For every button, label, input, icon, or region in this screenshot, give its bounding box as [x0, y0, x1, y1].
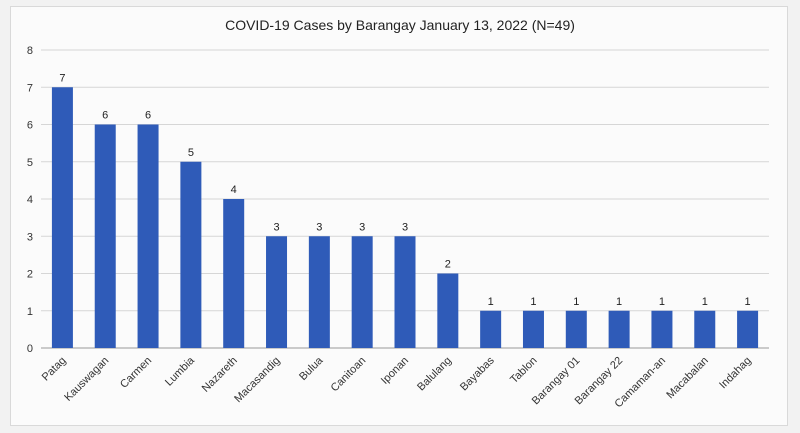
bar-iponan: [394, 236, 416, 348]
bar-carmen: [137, 124, 159, 348]
bar-layer: [51, 87, 759, 348]
data-label: 1: [702, 296, 708, 308]
chart-title: COVID-19 Cases by Barangay January 13, 2…: [225, 17, 575, 33]
y-tick-label: 1: [27, 306, 33, 318]
category-label: Macabalan: [664, 355, 711, 402]
bar-barangay-01: [565, 310, 587, 348]
data-label: 1: [573, 296, 579, 308]
category-label: Nazareth: [200, 355, 240, 395]
data-label: 3: [273, 221, 279, 233]
bar-bulua: [308, 236, 330, 348]
y-tick-label: 5: [27, 157, 33, 169]
bar-balulang: [437, 273, 459, 348]
category-label: Canitoan: [329, 355, 369, 395]
data-label: 1: [488, 296, 494, 308]
y-tick-label: 2: [27, 269, 33, 281]
data-label: 4: [231, 184, 237, 196]
y-tick-label: 0: [27, 343, 33, 355]
y-tick-label: 4: [27, 194, 33, 206]
bar-lumbia: [180, 161, 202, 348]
y-tick-label: 3: [27, 231, 33, 243]
data-label: 2: [445, 259, 451, 271]
category-label: Indahag: [717, 355, 754, 392]
data-label: 3: [402, 221, 408, 233]
category-label: Macasandig: [232, 355, 282, 405]
data-label: 3: [316, 221, 322, 233]
bar-chart: 0 1 2 3 4 5 6 7 8 7 Patag 6 Kauswagan 6 Carmen 5 Lumbia 4…: [27, 45, 769, 410]
bar-patag: [51, 87, 73, 348]
category-label: Patag: [40, 355, 69, 384]
data-label: 1: [530, 296, 536, 308]
data-label: 6: [102, 110, 108, 122]
bar-macabalan: [694, 310, 716, 348]
data-label: 6: [145, 110, 151, 122]
bar-macasandig: [266, 236, 288, 348]
bar-barangay-22: [608, 310, 630, 348]
bar-tablon: [522, 310, 544, 348]
y-tick-label: 8: [27, 45, 33, 57]
bar-kauswagan: [94, 124, 116, 348]
y-tick-label: 6: [27, 120, 33, 132]
data-label: 1: [745, 296, 751, 308]
category-label: Tablon: [508, 355, 539, 386]
bar-bayabas: [480, 310, 502, 348]
category-label: Bulua: [297, 354, 326, 383]
bar-camaman-an: [651, 310, 673, 348]
chart-frame: COVID-19 Cases by Barangay January 13, 2…: [10, 6, 788, 426]
data-label: 7: [59, 72, 65, 84]
data-label: 5: [188, 147, 194, 159]
category-label: Carmen: [118, 355, 154, 391]
data-label: 1: [616, 296, 622, 308]
bar-nazareth: [223, 199, 245, 348]
label-layer: 0 1 2 3 4 5 6 7 8 7 Patag 6 Kauswagan 6 Carmen 5 Lumbia 4…: [27, 45, 754, 410]
y-tick-label: 7: [27, 82, 33, 94]
category-label: Balulang: [415, 355, 454, 394]
category-label: Bayabas: [458, 354, 497, 393]
category-label: Lumbia: [163, 354, 198, 389]
bar-indahag: [737, 310, 759, 348]
bar-canitoan: [351, 236, 373, 348]
data-label: 3: [359, 221, 365, 233]
category-label: Iponan: [379, 355, 411, 387]
data-label: 1: [659, 296, 665, 308]
category-label: Kauswagan: [62, 355, 111, 404]
